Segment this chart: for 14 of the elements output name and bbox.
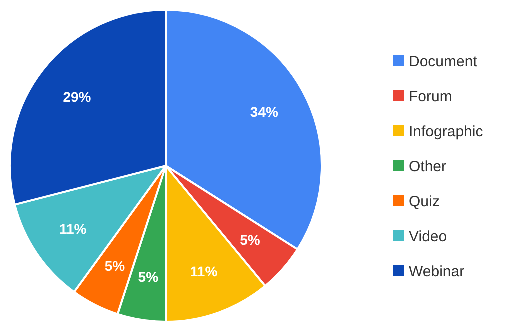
legend-label: Document [409, 53, 478, 70]
legend-label: Forum [409, 88, 452, 106]
legend-label: Other [409, 158, 447, 176]
legend-label: Webinar [409, 263, 465, 280]
data-label: 34% [250, 104, 279, 120]
data-label: 5% [240, 232, 261, 248]
data-label: 29% [63, 89, 92, 106]
data-label: 5% [104, 258, 126, 274]
data-label: 11% [190, 264, 218, 280]
data-label: 5% [138, 268, 160, 285]
legend-label: Infographic [409, 123, 484, 140]
data-label: 11% [59, 221, 88, 238]
legend-label: Video [409, 228, 448, 246]
legend-label: Quiz [409, 193, 440, 210]
